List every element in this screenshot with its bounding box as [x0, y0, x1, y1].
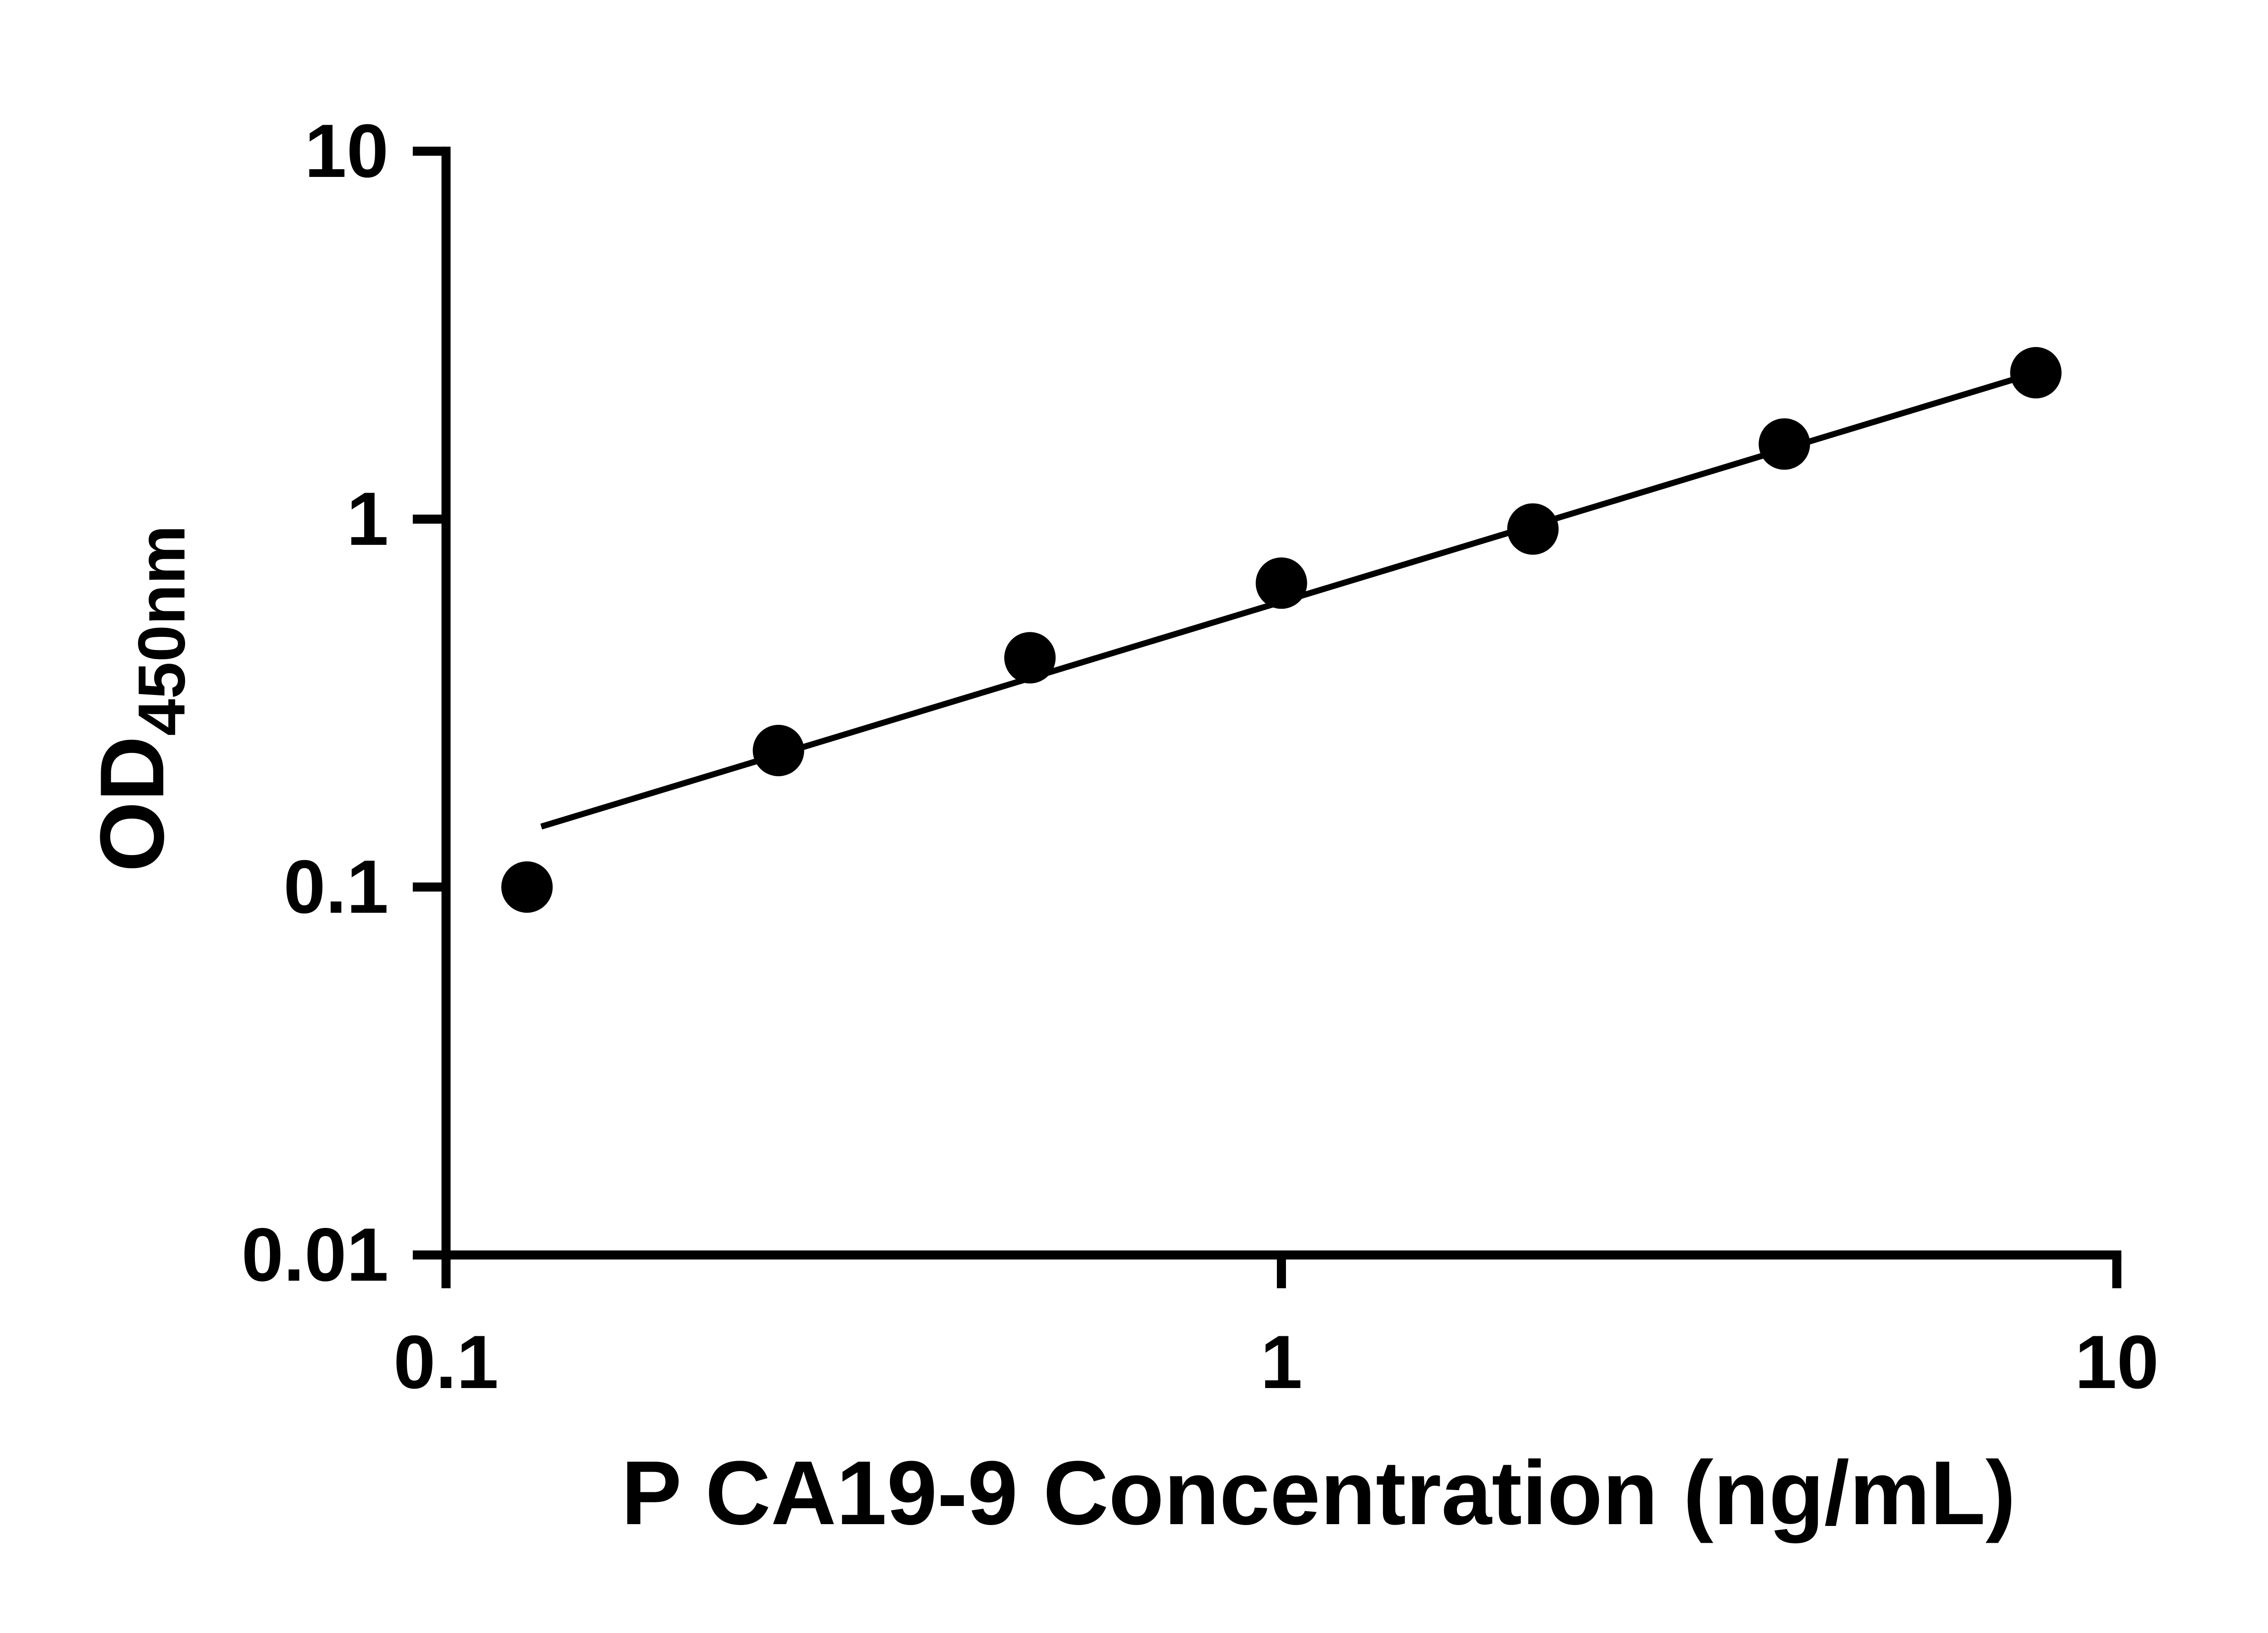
data-point [501, 861, 553, 913]
y-axis-label-sub: 450nm [125, 525, 199, 736]
y-tick-label: 0.01 [241, 1213, 388, 1297]
data-point [1256, 557, 1307, 609]
y-axis-label: OD450nm [82, 525, 199, 872]
x-tick-label: 0.1 [393, 1320, 499, 1404]
data-point [753, 724, 804, 777]
data-point [1004, 632, 1056, 684]
data-point [1507, 503, 1559, 555]
y-tick-label: 0.1 [284, 845, 389, 929]
x-tick-label: 10 [2075, 1320, 2159, 1404]
data-point [1759, 418, 1810, 470]
y-tick-label: 10 [304, 109, 388, 193]
x-tick-label: 1 [1261, 1320, 1303, 1404]
data-point [2010, 347, 2062, 399]
x-axis-label: P CA19-9 Concentration (ng/mL) [621, 1442, 2016, 1544]
y-tick-label: 1 [347, 477, 389, 561]
y-axis-label-main: OD [82, 736, 183, 872]
